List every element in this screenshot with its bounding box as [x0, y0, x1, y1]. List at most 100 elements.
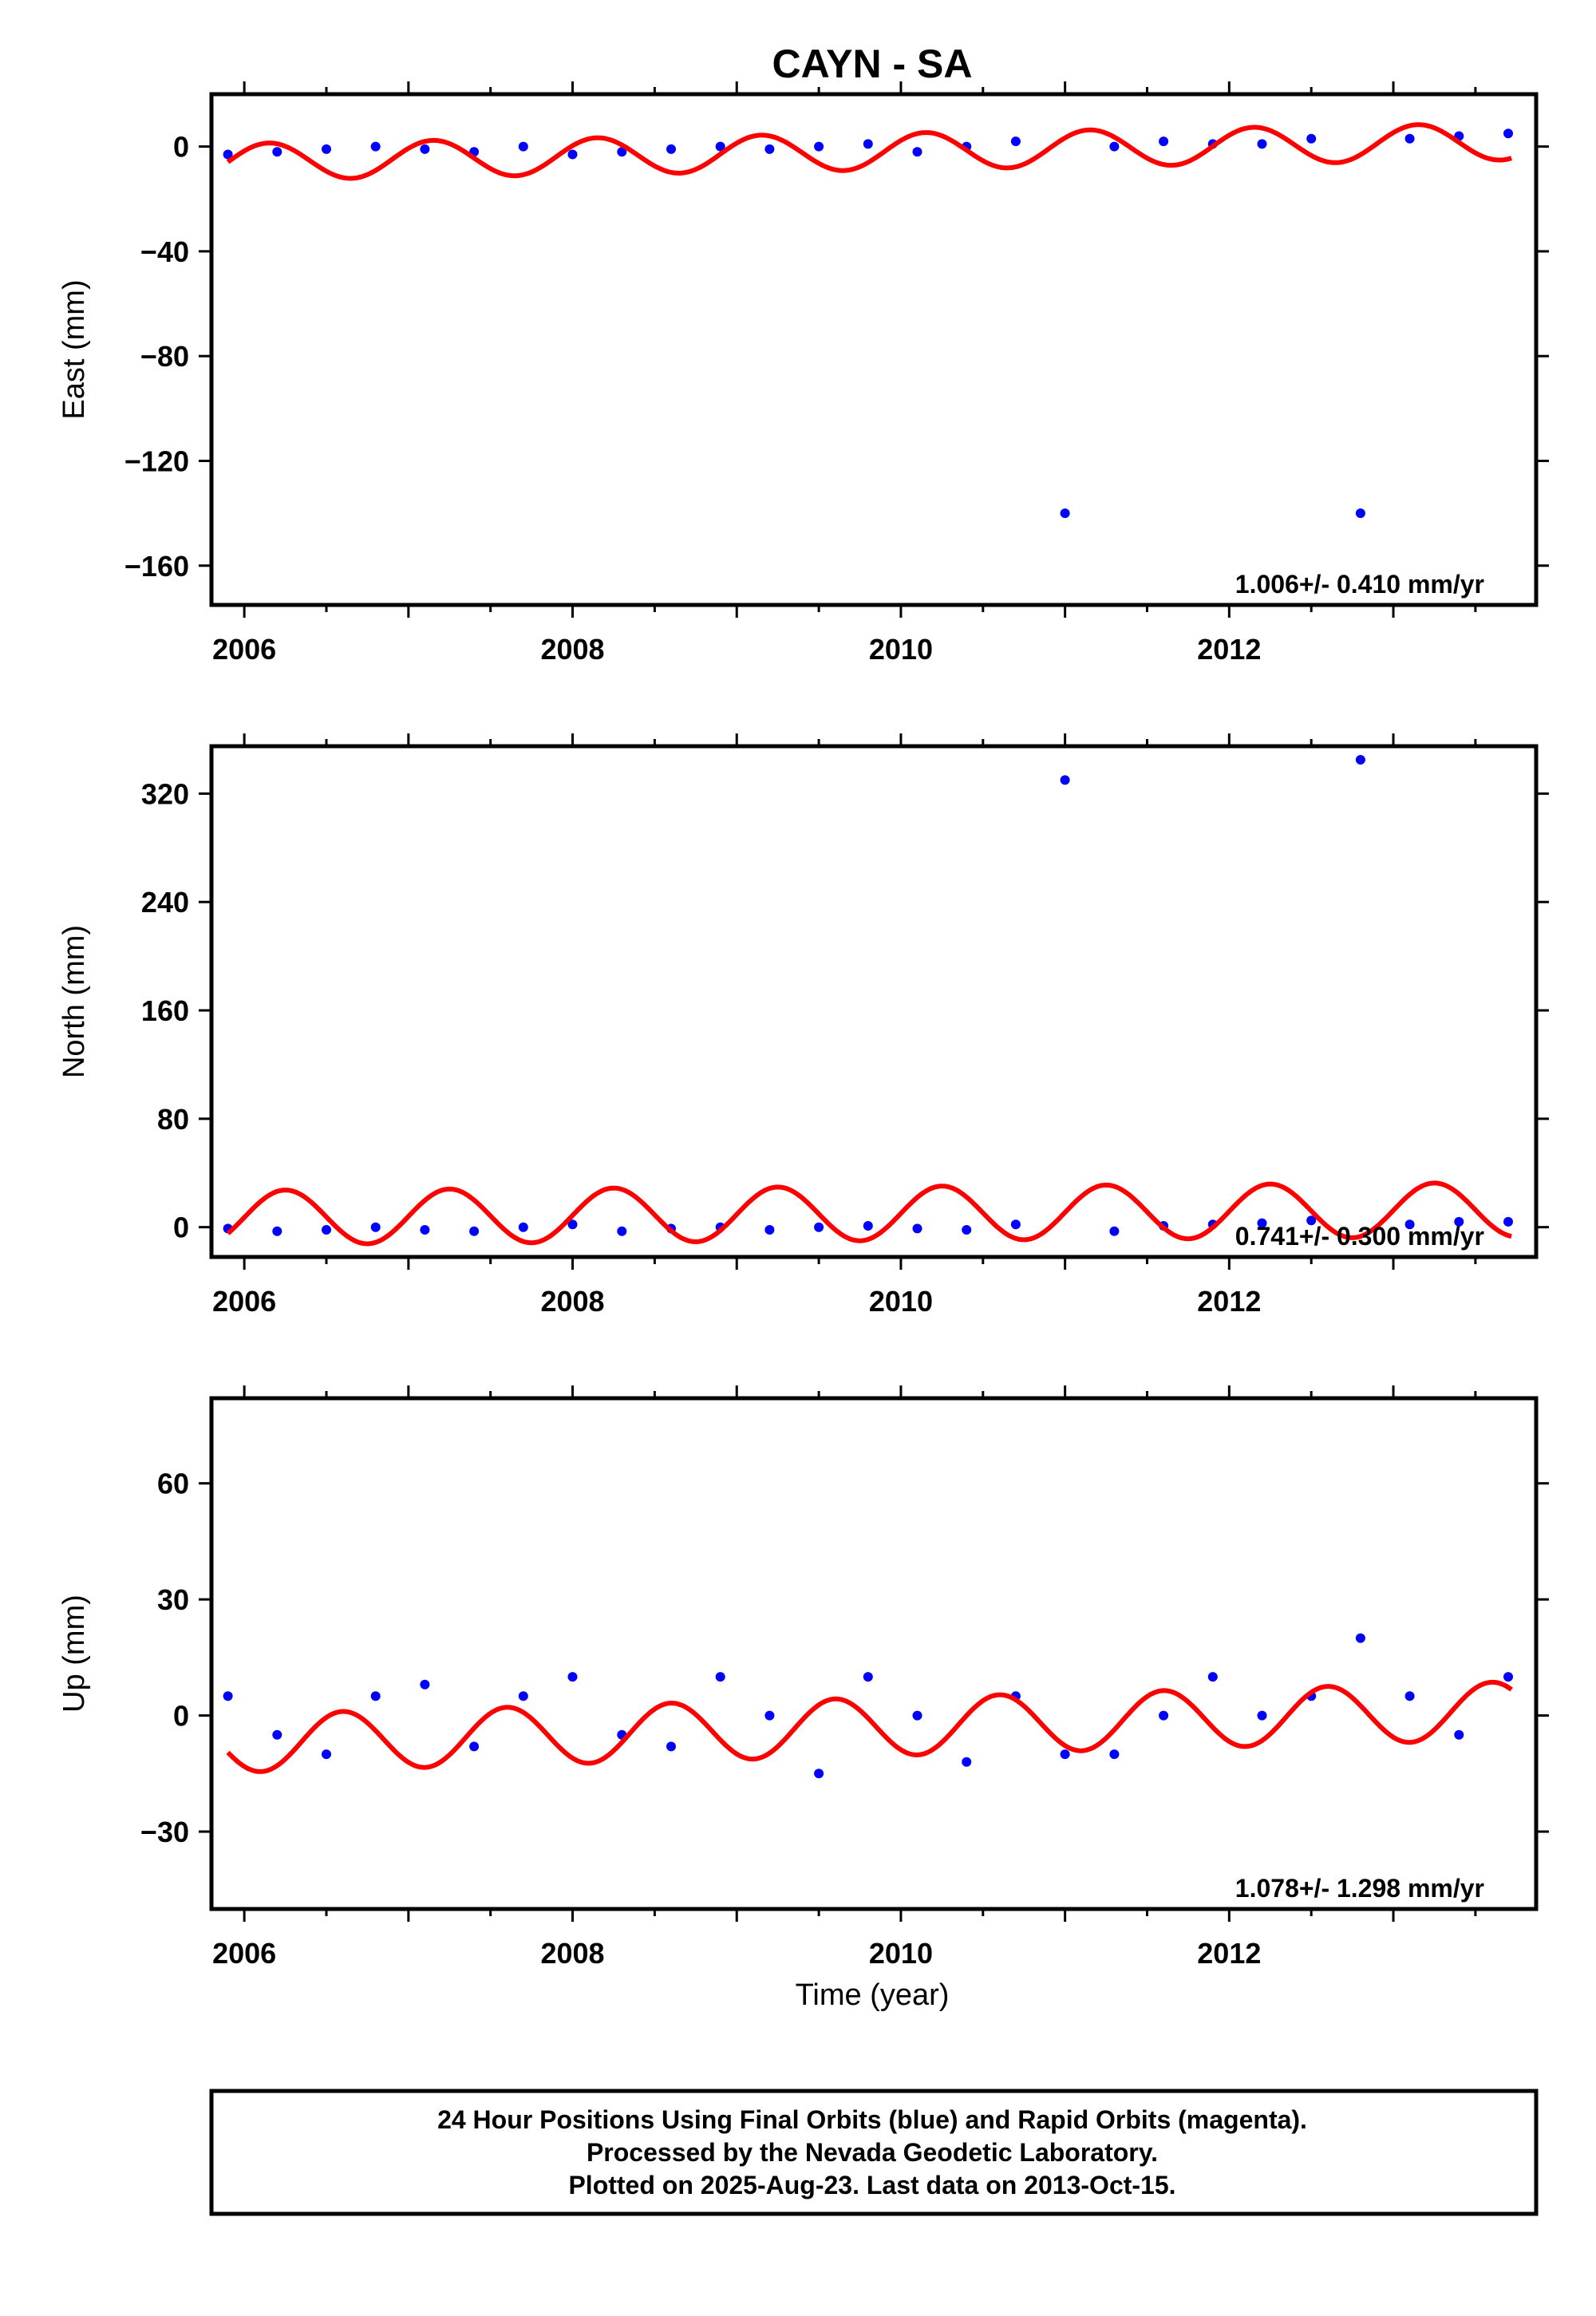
- data-point: [666, 1741, 676, 1752]
- data-point: [1010, 1219, 1021, 1230]
- y-tick-label: 0: [173, 131, 189, 164]
- panel-north: 2006 2008 2010 2012 0 80 160 240 320 North (mm) 0.…: [57, 733, 1549, 1318]
- y-axis-label-east: East (mm): [57, 279, 91, 419]
- x-tick-label: 2008: [540, 1285, 604, 1318]
- data-point: [420, 1225, 430, 1235]
- data-points-east: [223, 128, 1513, 519]
- plot-frame-east: [209, 92, 1539, 607]
- caption-box: [209, 2089, 1539, 2216]
- data-point: [1355, 755, 1365, 765]
- data-point: [1060, 1749, 1070, 1760]
- y-tick-label: −30: [140, 1816, 189, 1848]
- y-tick-label: 240: [141, 886, 189, 919]
- data-point: [814, 1769, 824, 1779]
- data-point: [912, 147, 922, 157]
- y-tick-label: −80: [140, 340, 189, 373]
- data-point: [1207, 1672, 1218, 1682]
- data-point: [1109, 141, 1120, 152]
- data-point: [912, 1223, 922, 1234]
- data-point: [1257, 139, 1267, 149]
- data-point: [1257, 1218, 1267, 1228]
- data-point: [666, 144, 676, 154]
- y-tick-label: −120: [124, 445, 189, 477]
- data-point: [814, 1222, 824, 1232]
- data-point: [1257, 1710, 1267, 1721]
- caption-line-1: 24 Hour Positions Using Final Orbits (bl…: [437, 2105, 1307, 2134]
- data-point: [764, 144, 775, 154]
- data-point: [1060, 508, 1070, 519]
- data-point: [272, 1226, 282, 1236]
- data-point: [322, 144, 331, 154]
- x-tick-label: 2010: [869, 1937, 933, 1970]
- data-point: [1355, 508, 1365, 519]
- y-tick-label: 320: [141, 777, 189, 810]
- data-point: [1404, 133, 1415, 144]
- y-tick-label: 60: [157, 1468, 189, 1500]
- data-point: [962, 1757, 972, 1767]
- y-tick-label: 0: [173, 1700, 189, 1733]
- x-tick-label: 2008: [540, 1937, 604, 1970]
- data-point: [1010, 136, 1021, 147]
- data-point: [617, 1226, 627, 1236]
- data-point: [420, 1679, 430, 1690]
- y-tick-label: 80: [157, 1103, 189, 1136]
- data-point: [370, 1222, 381, 1232]
- caption-line-3: Plotted on 2025-Aug-23. Last data on 201…: [568, 2171, 1175, 2199]
- data-point: [1060, 775, 1070, 785]
- x-tick-label: 2012: [1197, 1285, 1261, 1318]
- data-point: [1454, 1216, 1464, 1227]
- data-point: [1355, 1633, 1365, 1643]
- x-tick-label: 2012: [1197, 1937, 1261, 1970]
- data-point: [469, 1226, 480, 1236]
- data-point: [962, 1225, 972, 1235]
- data-point: [469, 1741, 480, 1752]
- data-point: [370, 1691, 381, 1701]
- data-point: [272, 1729, 282, 1740]
- data-point: [617, 147, 627, 157]
- panel-up: 2006 2008 2010 2012 60 30 0 −30 Up (mm) 1.078+/- …: [57, 1385, 1549, 1970]
- data-point: [863, 1221, 873, 1231]
- y-axis-label-north: North (mm): [57, 925, 91, 1078]
- panel-east: 2006 2008 2010 2012 0 −40 −80 −120 −160 East (mm)…: [57, 81, 1549, 666]
- model-curve-north: [226, 1180, 1512, 1247]
- model-curve-up: [226, 1679, 1513, 1774]
- chart-title: CAYN - SA: [772, 41, 973, 86]
- y-tick-label: −40: [140, 235, 189, 268]
- data-point: [272, 147, 282, 157]
- x-tick-label: 2006: [212, 1285, 276, 1318]
- data-point: [1159, 136, 1169, 147]
- x-tick-label: 2006: [212, 1937, 276, 1970]
- data-point: [1454, 1729, 1464, 1740]
- x-tick-label: 2010: [869, 1285, 933, 1318]
- data-point: [1109, 1226, 1120, 1236]
- data-point: [518, 1222, 528, 1232]
- data-points-up: [223, 1633, 1513, 1779]
- data-point: [814, 141, 824, 152]
- data-point: [1503, 1672, 1513, 1682]
- y-tick-label: −160: [124, 550, 189, 583]
- data-point: [863, 139, 873, 149]
- data-point: [567, 1219, 578, 1230]
- y-axis-label-up: Up (mm): [57, 1595, 91, 1713]
- data-point: [567, 149, 578, 160]
- data-point: [1404, 1219, 1415, 1230]
- data-point: [420, 144, 430, 154]
- caption-line-2: Processed by the Nevada Geodetic Laborat…: [587, 2138, 1158, 2167]
- x-tick-label: 2010: [869, 633, 933, 666]
- y-tick-label: 0: [173, 1211, 189, 1244]
- data-point: [1159, 1710, 1169, 1721]
- data-point: [1503, 128, 1513, 139]
- data-points-north: [223, 755, 1513, 1236]
- data-point: [715, 141, 725, 152]
- data-point: [912, 1710, 922, 1721]
- rate-label-up: 1.078+/- 1.298 mm/yr: [1235, 1874, 1484, 1903]
- model-curve-east: [226, 122, 1512, 181]
- rate-label-east: 1.006+/- 0.410 mm/yr: [1235, 570, 1484, 599]
- data-point: [1306, 133, 1317, 144]
- plot-frame-up: [209, 1396, 1539, 1911]
- data-point: [567, 1672, 578, 1682]
- data-point: [715, 1672, 725, 1682]
- data-point: [223, 1691, 233, 1701]
- rate-label-north: 0.741+/- 0.300 mm/yr: [1235, 1222, 1484, 1251]
